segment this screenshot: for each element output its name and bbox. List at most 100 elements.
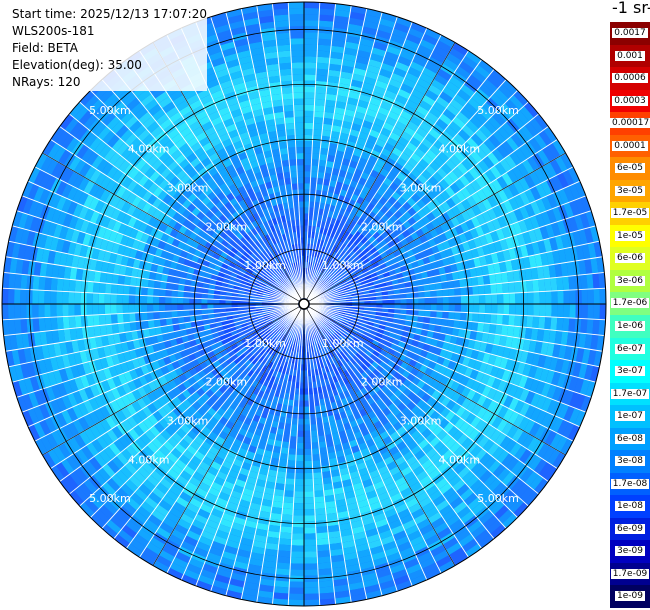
ppi-cell	[427, 511, 443, 524]
ppi-cell	[496, 314, 504, 325]
ppi-cell	[504, 260, 513, 272]
ppi-cell	[441, 281, 449, 290]
ppi-cell	[436, 242, 445, 253]
ppi-cell	[374, 346, 383, 354]
ppi-cell	[400, 466, 413, 477]
ppi-cell	[364, 261, 372, 268]
ppi-cell	[416, 258, 425, 267]
ppi-cell	[322, 117, 334, 126]
ppi-cell	[452, 429, 464, 442]
ppi-cell	[440, 465, 454, 478]
ppi-cell	[430, 218, 440, 229]
ppi-cell	[86, 304, 93, 316]
ppi-cell	[488, 459, 502, 474]
ppi-cell	[377, 465, 390, 476]
ppi-cell	[417, 44, 433, 57]
ppi-cell	[314, 324, 320, 331]
ppi-cell	[451, 271, 460, 281]
ppi-cell	[477, 59, 495, 74]
ppi-cell	[523, 419, 536, 434]
ppi-cell	[376, 425, 387, 435]
ppi-cell	[353, 377, 361, 386]
ppi-cell	[364, 340, 372, 347]
ppi-cell	[304, 80, 316, 87]
ppi-cell	[328, 63, 342, 72]
ppi-cell	[430, 304, 437, 311]
ppi-cell	[399, 287, 407, 294]
ppi-cell	[399, 50, 415, 62]
ppi-cell	[350, 252, 358, 260]
ppi-cell	[475, 176, 487, 189]
ppi-cell	[466, 312, 473, 322]
ppi-cell	[281, 508, 294, 516]
ppi-cell	[447, 425, 459, 438]
ppi-cell	[441, 240, 451, 250]
ppi-cell	[335, 150, 345, 159]
ppi-cell	[341, 321, 349, 326]
ppi-cell	[382, 435, 393, 446]
ppi-cell	[392, 283, 400, 290]
ppi-cell	[369, 257, 378, 265]
ppi-cell	[372, 143, 384, 154]
ppi-cell	[486, 519, 503, 534]
ppi-cell	[448, 474, 462, 488]
ppi-cell	[74, 315, 82, 328]
ppi-cell	[397, 115, 410, 127]
ppi-cell	[417, 355, 426, 365]
ppi-cell	[298, 406, 304, 413]
ppi-cell	[386, 460, 398, 471]
ppi-cell	[418, 297, 425, 304]
ppi-cell	[558, 344, 567, 360]
ppi-cell	[394, 61, 410, 73]
ppi-cell	[551, 304, 558, 318]
ppi-cell	[554, 263, 563, 278]
ppi-cell	[556, 172, 569, 189]
ppi-cell	[361, 228, 369, 237]
ppi-cell	[368, 227, 377, 236]
ppi-cell	[530, 327, 539, 341]
ppi-cell	[494, 432, 507, 447]
ppi-cell	[560, 331, 569, 346]
ppi-cell	[580, 274, 588, 290]
ppi-cell	[449, 457, 463, 471]
ppi-cell	[319, 280, 325, 287]
ppi-cell	[441, 341, 450, 351]
ppi-cell	[379, 360, 388, 369]
ppi-cell	[438, 365, 448, 376]
ppi-cell	[323, 353, 329, 361]
ppi-cell	[568, 183, 581, 201]
ppi-cell	[304, 527, 317, 534]
ppi-cell	[336, 144, 347, 153]
ppi-cell	[516, 162, 529, 178]
ppi-cell	[177, 290, 184, 298]
ppi-cell	[461, 55, 478, 70]
ppi-cell	[352, 450, 363, 460]
ppi-cell	[304, 539, 317, 546]
ppi-cell	[417, 454, 430, 466]
ppi-cell	[312, 472, 323, 479]
ppi-cell	[321, 253, 327, 260]
ppi-cell	[62, 291, 69, 304]
ppi-cell	[506, 424, 519, 439]
ppi-cell	[497, 304, 504, 315]
ppi-cell	[314, 344, 319, 351]
ppi-cell	[417, 173, 428, 185]
ppi-cell	[429, 283, 437, 291]
ppi-cell	[436, 167, 448, 179]
ppi-cell	[387, 110, 400, 122]
ppi-cell	[481, 397, 493, 410]
ppi-cell	[372, 261, 380, 269]
ppi-cell	[418, 304, 425, 311]
ppi-cell	[419, 349, 429, 359]
ppi-cell	[438, 504, 454, 517]
ppi-cell	[316, 349, 321, 357]
ppi-cell	[516, 338, 525, 351]
ppi-cell	[560, 359, 570, 375]
ppi-cell	[332, 325, 339, 331]
ppi-cell	[352, 264, 360, 272]
ppi-cell	[409, 182, 420, 193]
ppi-cell	[377, 491, 390, 502]
ppi-cell	[439, 249, 448, 260]
ppi-cell	[450, 402, 462, 415]
ppi-cell	[304, 509, 316, 516]
